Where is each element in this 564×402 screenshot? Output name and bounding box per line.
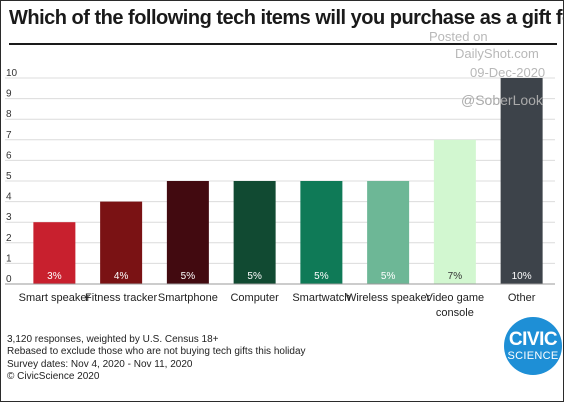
title-divider	[9, 43, 557, 45]
footnote-responses: 3,120 responses, weighted by U.S. Census…	[7, 334, 219, 345]
bar	[433, 139, 476, 284]
y-tick-label: 7	[6, 130, 12, 141]
x-category-label: Video game	[426, 292, 485, 304]
y-tick-label: 0	[6, 274, 12, 285]
bar-data-label: 5%	[314, 271, 329, 282]
y-tick-label: 8	[6, 109, 12, 120]
logo-text-science: SCIENCE	[507, 350, 559, 362]
x-category-label: Smart speaker	[19, 292, 91, 304]
chart-title: Which of the following tech items will y…	[9, 7, 563, 29]
x-category-label: Other	[508, 292, 536, 304]
bar-data-label: 4%	[114, 271, 129, 282]
x-category-label: Wireless speaker	[346, 292, 431, 304]
bar	[166, 181, 209, 284]
bar	[33, 222, 76, 284]
x-category-label: Fitness tracker	[85, 292, 157, 304]
bar	[300, 181, 343, 284]
bar-data-label: 10%	[512, 271, 532, 282]
logo-text-civic: CIVIC	[508, 329, 558, 350]
watermark-posted: Posted on	[429, 29, 488, 44]
footnote-survey-dates: Survey dates: Nov 4, 2020 - Nov 11, 2020	[7, 358, 193, 370]
watermark-site: DailyShot.com	[455, 46, 539, 61]
x-category-label: Computer	[230, 292, 279, 304]
bar-data-label: 5%	[381, 271, 396, 282]
y-tick-label: 2	[6, 233, 12, 244]
bar-data-label: 5%	[247, 271, 262, 282]
bar-chart: 0 1 2 3 4 5 6 7 8 9 10 3% Smart speaker 4% Fitness tra…	[5, 68, 555, 319]
y-tick-label: 6	[6, 150, 12, 161]
bar	[367, 181, 410, 284]
x-category-label: console	[436, 307, 474, 319]
x-category-label: Smartphone	[158, 292, 218, 304]
bar	[233, 181, 276, 284]
footnotes: 3,120 responses, weighted by U.S. Census…	[7, 334, 306, 383]
y-tick-label: 4	[6, 192, 12, 203]
y-tick-label: 3	[6, 212, 12, 223]
footnote-rebased: Rebased to exclude those who are not buy…	[7, 346, 306, 358]
civicscience-logo: CIVIC SCIENCE	[504, 317, 562, 375]
watermark-date: 09-Dec-2020	[470, 65, 546, 80]
bar-data-label: 7%	[448, 271, 463, 282]
watermark-handle: @SoberLook	[461, 92, 543, 108]
bar	[500, 78, 543, 284]
y-tick-label: 5	[6, 171, 12, 182]
y-tick-label: 10	[6, 68, 18, 79]
bar	[100, 201, 143, 284]
bar-data-label: 3%	[47, 271, 62, 282]
y-tick-label: 1	[6, 253, 12, 264]
footnote-copyright: © CivicScience 2020	[7, 370, 100, 382]
y-tick-label: 9	[6, 89, 12, 100]
bar-data-label: 5%	[181, 271, 196, 282]
x-category-label: Smartwatch	[292, 292, 350, 304]
